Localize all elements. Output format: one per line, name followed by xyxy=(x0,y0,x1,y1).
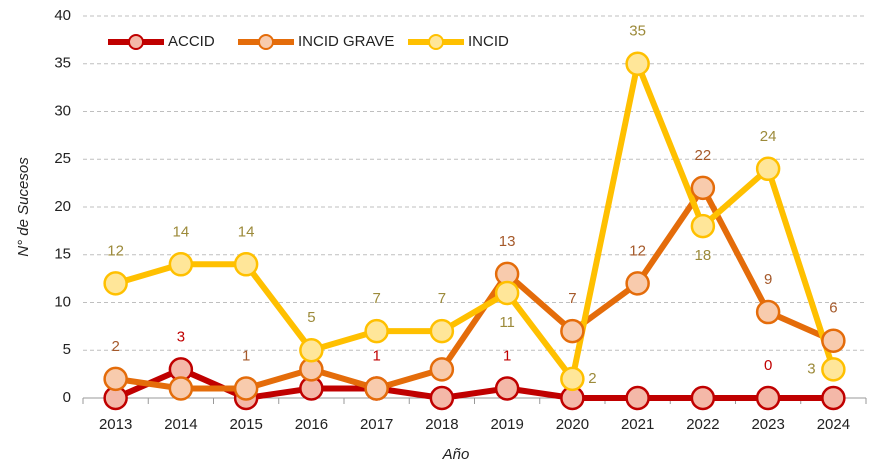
data-label: 12 xyxy=(107,242,124,259)
data-label: 14 xyxy=(238,223,255,240)
data-point xyxy=(235,253,257,275)
y-tick-label: 0 xyxy=(63,389,71,406)
data-point xyxy=(822,387,844,409)
x-tick-label: 2014 xyxy=(164,416,197,433)
y-tick-label: 5 xyxy=(63,341,71,358)
data-label: 7 xyxy=(372,290,380,307)
data-label: 13 xyxy=(499,233,516,250)
legend-label: INCID GRAVE xyxy=(298,33,394,50)
data-label: 7 xyxy=(568,290,576,307)
y-tick-label: 40 xyxy=(54,7,71,24)
y-tick-label: 30 xyxy=(54,102,71,119)
data-point xyxy=(757,301,779,323)
y-tick-label: 25 xyxy=(54,150,71,167)
legend-label: INCID xyxy=(468,33,509,50)
data-label: 24 xyxy=(760,128,777,145)
chart: Año N° de Sucesos 0510152025303540201320… xyxy=(0,0,872,469)
x-tick-label: 2017 xyxy=(360,416,393,433)
x-tick-label: 2024 xyxy=(817,416,850,433)
x-tick-label: 2013 xyxy=(99,416,132,433)
data-point xyxy=(431,387,453,409)
series-line xyxy=(116,188,834,389)
data-point xyxy=(692,177,714,199)
y-tick-label: 20 xyxy=(54,198,71,215)
data-point xyxy=(561,368,583,390)
y-tick-label: 15 xyxy=(54,246,71,263)
data-point xyxy=(366,320,388,342)
data-label: 7 xyxy=(438,290,446,307)
data-label: 1 xyxy=(503,347,511,364)
data-point xyxy=(431,320,453,342)
data-point xyxy=(496,282,518,304)
data-label: 11 xyxy=(499,314,515,331)
x-tick-label: 2020 xyxy=(556,416,589,433)
x-tick-label: 2021 xyxy=(621,416,654,433)
y-tick-label: 10 xyxy=(54,293,71,310)
data-label: 3 xyxy=(807,360,815,377)
legend-label: ACCID xyxy=(168,33,215,50)
x-tick-label: 2022 xyxy=(686,416,719,433)
data-label: 12 xyxy=(629,242,646,259)
legend-marker xyxy=(259,35,273,49)
data-point xyxy=(235,377,257,399)
data-point xyxy=(627,272,649,294)
data-point xyxy=(366,377,388,399)
data-point xyxy=(692,215,714,237)
data-point xyxy=(627,387,649,409)
data-point xyxy=(105,272,127,294)
x-tick-label: 2018 xyxy=(425,416,458,433)
data-point xyxy=(692,387,714,409)
data-label: 2 xyxy=(588,370,596,387)
data-label: 9 xyxy=(764,271,772,288)
x-tick-label: 2019 xyxy=(490,416,523,433)
data-label: 5 xyxy=(307,309,315,326)
data-label: 14 xyxy=(173,223,190,240)
data-label: 0 xyxy=(764,357,772,374)
data-point xyxy=(757,158,779,180)
legend-marker xyxy=(429,35,443,49)
x-tick-label: 2015 xyxy=(229,416,262,433)
x-tick-label: 2016 xyxy=(295,416,328,433)
data-label: 22 xyxy=(695,147,712,164)
data-point xyxy=(170,377,192,399)
data-label: 35 xyxy=(629,23,646,40)
data-label: 1 xyxy=(372,347,380,364)
y-axis-title: N° de Sucesos xyxy=(15,157,32,257)
legend-marker xyxy=(129,35,143,49)
data-point xyxy=(822,330,844,352)
data-label: 3 xyxy=(177,328,185,345)
data-point xyxy=(757,387,779,409)
data-point xyxy=(561,320,583,342)
data-label: 6 xyxy=(829,300,837,317)
y-tick-label: 35 xyxy=(54,55,71,72)
series-line xyxy=(116,369,834,398)
data-label: 18 xyxy=(695,247,712,264)
x-axis-title: Año xyxy=(442,446,470,463)
data-point xyxy=(300,339,322,361)
data-point xyxy=(627,53,649,75)
data-label: 2 xyxy=(111,338,119,355)
data-point xyxy=(496,377,518,399)
x-tick-label: 2023 xyxy=(751,416,784,433)
data-point xyxy=(105,368,127,390)
data-point xyxy=(170,253,192,275)
data-label: 1 xyxy=(242,347,250,364)
data-point xyxy=(431,358,453,380)
data-point xyxy=(822,358,844,380)
